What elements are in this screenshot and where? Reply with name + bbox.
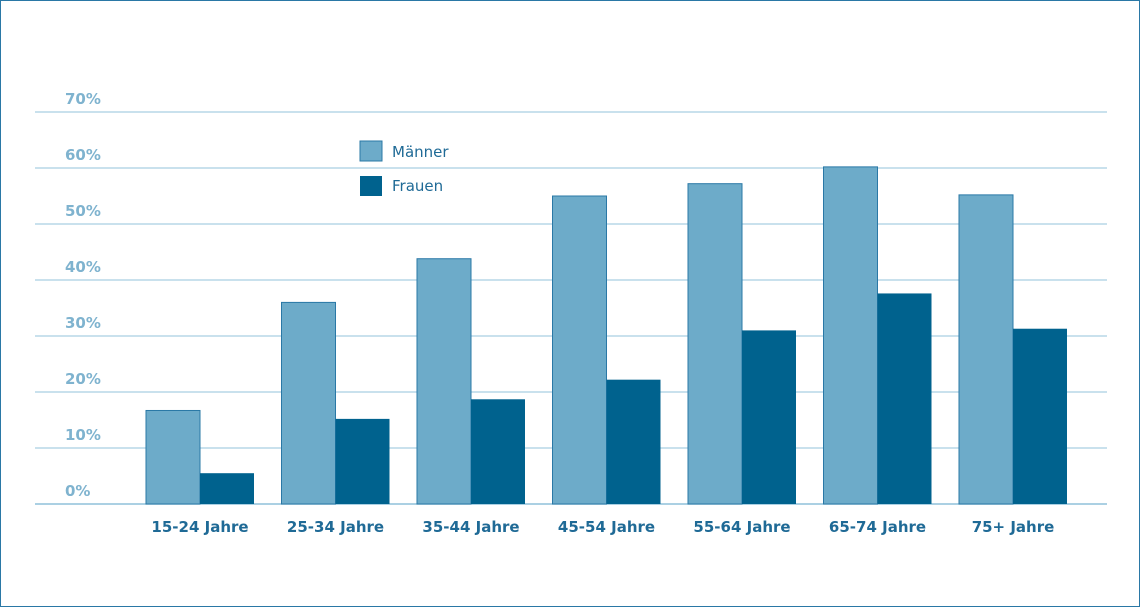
bar-maenner xyxy=(552,195,607,505)
bar-frauen xyxy=(471,399,525,504)
legend-label-frauen: Frauen xyxy=(392,177,443,195)
x-category-label: 15-24 Jahre xyxy=(151,518,248,536)
legend: Männer Frauen xyxy=(359,140,449,196)
bar-maenner xyxy=(145,409,201,505)
bar-maenner xyxy=(958,194,1014,505)
x-category-label: 65-74 Jahre xyxy=(829,518,926,536)
y-tick-label: 60% xyxy=(65,146,101,164)
bar-frauen xyxy=(200,473,254,504)
y-tick-label: 50% xyxy=(65,202,101,220)
bars-layer xyxy=(145,166,1067,505)
bar-frauen xyxy=(742,330,796,504)
legend-swatch-maenner xyxy=(359,140,383,162)
y-tick-label: 40% xyxy=(65,258,101,276)
bar-maenner xyxy=(687,183,743,505)
x-category-label: 55-64 Jahre xyxy=(693,518,790,536)
x-category-label: 25-34 Jahre xyxy=(287,518,384,536)
y-tick-label: 10% xyxy=(65,426,101,444)
y-tick-label: 20% xyxy=(65,370,101,388)
y-tick-label: 30% xyxy=(65,314,101,332)
bar-maenner xyxy=(416,258,472,505)
bar-frauen xyxy=(877,293,932,504)
bar-frauen xyxy=(606,379,661,504)
y-tick-label: 0% xyxy=(65,482,90,500)
bar-maenner xyxy=(823,166,878,505)
y-tick-label: 70% xyxy=(65,90,101,108)
legend-label-maenner: Männer xyxy=(392,143,449,161)
y-axis-ticks: 0% 10% 20% 30% 40% 50% 60% 70% xyxy=(65,90,101,500)
bar-frauen xyxy=(1013,328,1067,504)
x-category-label: 75+ Jahre xyxy=(972,518,1055,536)
x-category-label: 35-44 Jahre xyxy=(422,518,519,536)
legend-swatch-frauen xyxy=(360,176,382,196)
x-axis-labels: 15-24 Jahre 25-34 Jahre 35-44 Jahre 45-54 J… xyxy=(151,518,1054,536)
bar-frauen xyxy=(335,418,390,504)
bar-maenner xyxy=(281,301,336,505)
x-category-label: 45-54 Jahre xyxy=(558,518,655,536)
